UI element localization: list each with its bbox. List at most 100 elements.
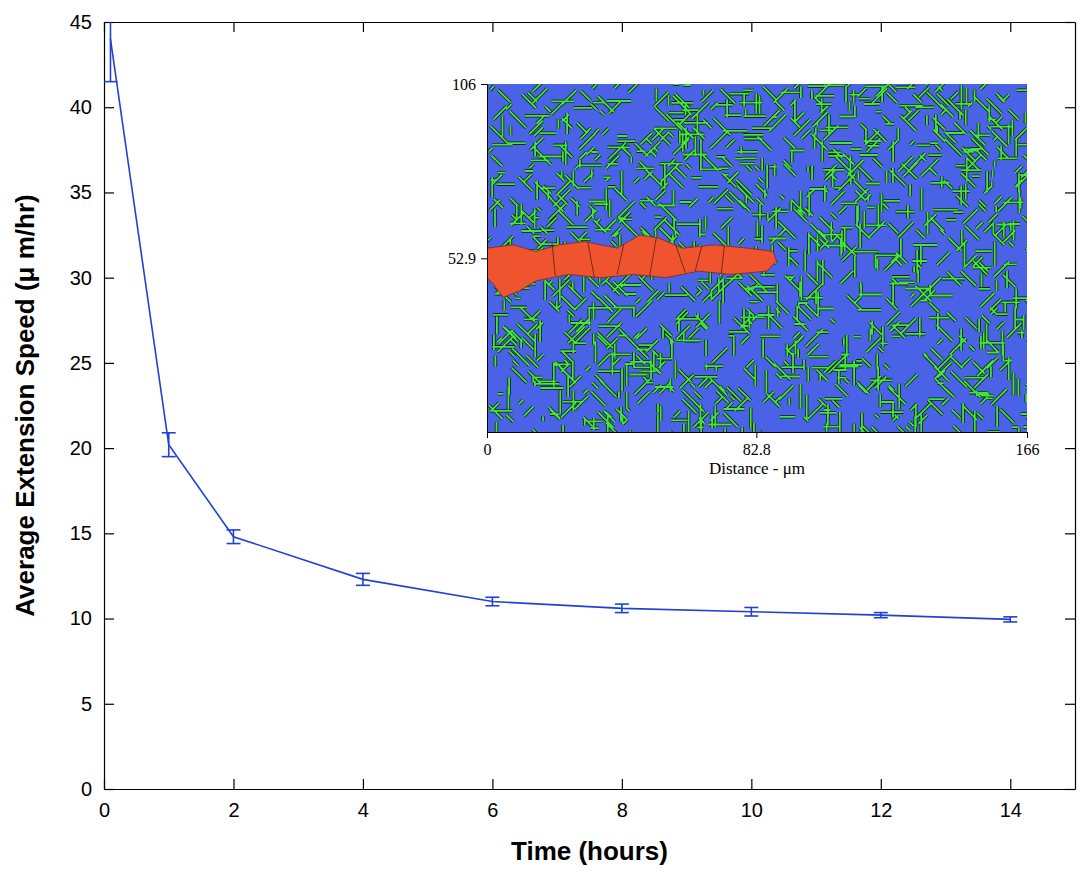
tick-mark	[1065, 704, 1075, 705]
tick-mark	[481, 258, 487, 259]
tick-mark	[481, 84, 487, 85]
cell-border	[552, 243, 555, 276]
error-stem	[233, 530, 235, 544]
tick-mark	[1065, 533, 1075, 534]
tick-label: 40	[70, 96, 92, 118]
error-stem	[751, 607, 753, 616]
tick-label: 166	[1016, 441, 1040, 458]
tick-label: 4	[358, 799, 369, 821]
tick	[1065, 704, 1075, 705]
tick-label: 35	[70, 181, 92, 203]
tick-mark	[1065, 278, 1075, 279]
tick-mark	[1027, 432, 1028, 438]
x-axis-top	[105, 22, 1076, 32]
tick-label: 8	[617, 799, 628, 821]
tick	[881, 22, 882, 32]
tick-mark	[104, 278, 114, 279]
tick-mark	[492, 22, 493, 32]
tick-mark	[233, 779, 234, 789]
error-bar	[874, 613, 888, 618]
tick-mark	[1065, 618, 1075, 619]
axis-line	[104, 23, 105, 790]
tick	[622, 22, 623, 32]
tick	[1065, 22, 1075, 23]
inset-y-axis: 52.9106	[448, 76, 488, 433]
error-bar	[162, 433, 176, 457]
tick: 6	[487, 779, 498, 821]
tick: 0	[81, 778, 114, 800]
y-axis-title: Average Extension Speed (μ m/hr)	[10, 194, 40, 616]
tick-mark	[1010, 22, 1011, 32]
tick-mark	[756, 432, 757, 438]
tick: 12	[870, 779, 892, 821]
tick	[1065, 619, 1075, 620]
tick-mark	[1065, 363, 1075, 364]
cell-border	[588, 242, 595, 278]
axis-line	[105, 22, 1076, 23]
tick: 25	[70, 352, 114, 374]
tick-label: 2	[228, 799, 239, 821]
cell-border	[650, 238, 657, 276]
tick	[1065, 533, 1075, 534]
error-bar	[1003, 617, 1017, 622]
tick	[1065, 107, 1075, 108]
axis-line	[487, 85, 488, 433]
chart-root: 02468101214051015202530354045Time (hours…	[0, 0, 1087, 892]
inset-image	[487, 84, 1027, 432]
tick-label: 10	[741, 799, 763, 821]
error-cap	[356, 573, 370, 575]
cell-border	[721, 245, 724, 275]
tick-mark	[104, 618, 114, 619]
tick: 52.9	[448, 250, 487, 267]
tick-mark	[622, 22, 623, 32]
tick: 5	[81, 693, 114, 715]
error-cap	[485, 596, 499, 598]
tick-label: 5	[81, 693, 92, 715]
error-bar	[226, 530, 240, 544]
tick-mark	[1065, 107, 1075, 108]
error-cap	[874, 617, 888, 619]
tick-label: 6	[487, 799, 498, 821]
tick-label: 0	[81, 778, 92, 800]
tick-label: 20	[70, 437, 92, 459]
tick-mark	[492, 779, 493, 789]
tick-mark	[104, 533, 114, 534]
tick-label: 30	[70, 267, 92, 289]
tick-mark	[104, 704, 114, 705]
error-bar	[104, 22, 117, 82]
tick-label: 0	[484, 441, 492, 458]
tick-mark	[363, 22, 364, 32]
error-bar	[356, 573, 370, 585]
error-cap	[874, 612, 888, 614]
error-cap	[1003, 621, 1017, 623]
tick-mark	[622, 779, 623, 789]
tick: 35	[70, 181, 114, 203]
tick-label: 25	[70, 352, 92, 374]
error-cap	[615, 603, 629, 605]
cell-border	[617, 245, 624, 275]
y-axis: 051015202530354045	[70, 11, 114, 800]
tick-mark	[1010, 779, 1011, 789]
error-bar	[485, 597, 499, 606]
fiber-network	[487, 84, 1027, 432]
tick-mark	[104, 363, 114, 364]
error-cap	[744, 615, 758, 617]
axis-line	[105, 789, 1076, 790]
error-cap	[162, 432, 176, 434]
tick: 4	[358, 779, 369, 821]
tick-mark	[1065, 192, 1075, 193]
tick-mark	[881, 22, 882, 32]
error-cap	[226, 543, 240, 545]
tick: 82.8	[743, 432, 771, 458]
error-bar	[615, 604, 629, 613]
tick-mark	[1065, 448, 1075, 449]
axis-line	[1075, 23, 1076, 790]
tick	[1065, 192, 1075, 193]
fiber-outline	[487, 84, 1027, 432]
tick-label: 10	[70, 607, 92, 629]
tick-mark	[363, 779, 364, 789]
error-cap	[615, 612, 629, 614]
tick-mark	[1065, 789, 1075, 790]
tick	[492, 22, 493, 32]
tick-mark	[104, 107, 114, 108]
